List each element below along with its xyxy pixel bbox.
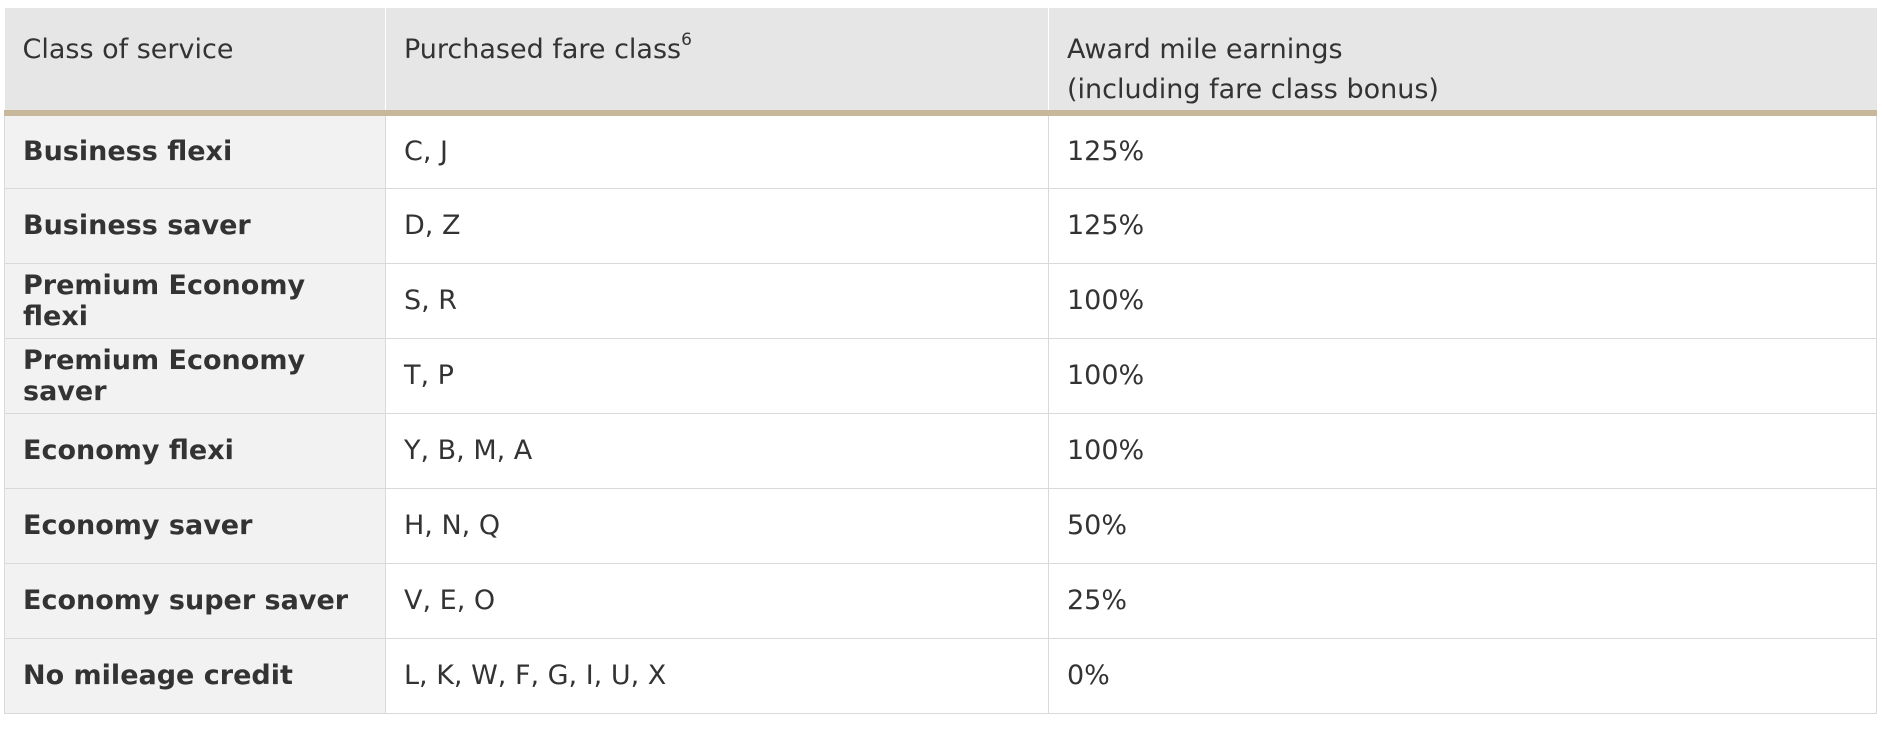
row-fare-class: V, E, O — [385, 563, 1049, 639]
row-fare-class: T, P — [385, 338, 1049, 414]
row-award-earnings: 50% — [1048, 488, 1877, 564]
header-award-mile-earnings: Award mile earnings (including fare clas… — [1048, 8, 1877, 116]
table-row: Premium Economy saver T, P 100% — [4, 338, 1877, 414]
row-fare-class: Y, B, M, A — [385, 413, 1049, 489]
table-header: Class of service Purchased fare class6 A… — [4, 8, 1877, 116]
row-class-of-service: Premium Economy saver — [4, 338, 386, 414]
table-row: No mileage credit L, K, W, F, G, I, U, X… — [4, 638, 1877, 714]
table-row: Premium Economy flexi S, R 100% — [4, 263, 1877, 339]
fare-class-table-container: Class of service Purchased fare class6 A… — [4, 8, 1877, 714]
header-class-of-service: Class of service — [4, 8, 386, 116]
header-purchased-fare-class: Purchased fare class6 — [385, 8, 1049, 116]
row-award-earnings: 0% — [1048, 638, 1877, 714]
row-award-earnings: 125% — [1048, 188, 1877, 264]
table-row: Economy super saver V, E, O 25% — [4, 563, 1877, 639]
row-class-of-service: Economy flexi — [4, 413, 386, 489]
header-purchased-fare-class-label: Purchased fare class — [404, 34, 682, 65]
table-row: Business saver D, Z 125% — [4, 188, 1877, 264]
row-award-earnings: 100% — [1048, 263, 1877, 339]
row-class-of-service: Economy super saver — [4, 563, 386, 639]
row-fare-class: C, J — [385, 113, 1049, 189]
header-class-of-service-label: Class of service — [22, 34, 234, 65]
table-body: Business flexi C, J 125% Business saver … — [4, 113, 1877, 714]
footnote-marker[interactable]: 6 — [681, 30, 692, 50]
row-class-of-service: No mileage credit — [4, 638, 386, 714]
table-row: Business flexi C, J 125% — [4, 113, 1877, 189]
row-fare-class: S, R — [385, 263, 1049, 339]
row-class-of-service: Business saver — [4, 188, 386, 264]
header-award-line1: Award mile earnings — [1067, 34, 1343, 65]
row-class-of-service: Business flexi — [4, 113, 386, 189]
fare-class-table: Class of service Purchased fare class6 A… — [4, 8, 1877, 714]
table-row: Economy flexi Y, B, M, A 100% — [4, 413, 1877, 489]
header-row: Class of service Purchased fare class6 A… — [4, 8, 1877, 116]
header-award-line2: (including fare class bonus) — [1067, 74, 1439, 105]
row-award-earnings: 100% — [1048, 338, 1877, 414]
row-class-of-service: Economy saver — [4, 488, 386, 564]
table-row: Economy saver H, N, Q 50% — [4, 488, 1877, 564]
row-class-of-service: Premium Economy flexi — [4, 263, 386, 339]
row-award-earnings: 100% — [1048, 413, 1877, 489]
row-fare-class: D, Z — [385, 188, 1049, 264]
row-award-earnings: 125% — [1048, 113, 1877, 189]
row-fare-class: L, K, W, F, G, I, U, X — [385, 638, 1049, 714]
row-award-earnings: 25% — [1048, 563, 1877, 639]
row-fare-class: H, N, Q — [385, 488, 1049, 564]
